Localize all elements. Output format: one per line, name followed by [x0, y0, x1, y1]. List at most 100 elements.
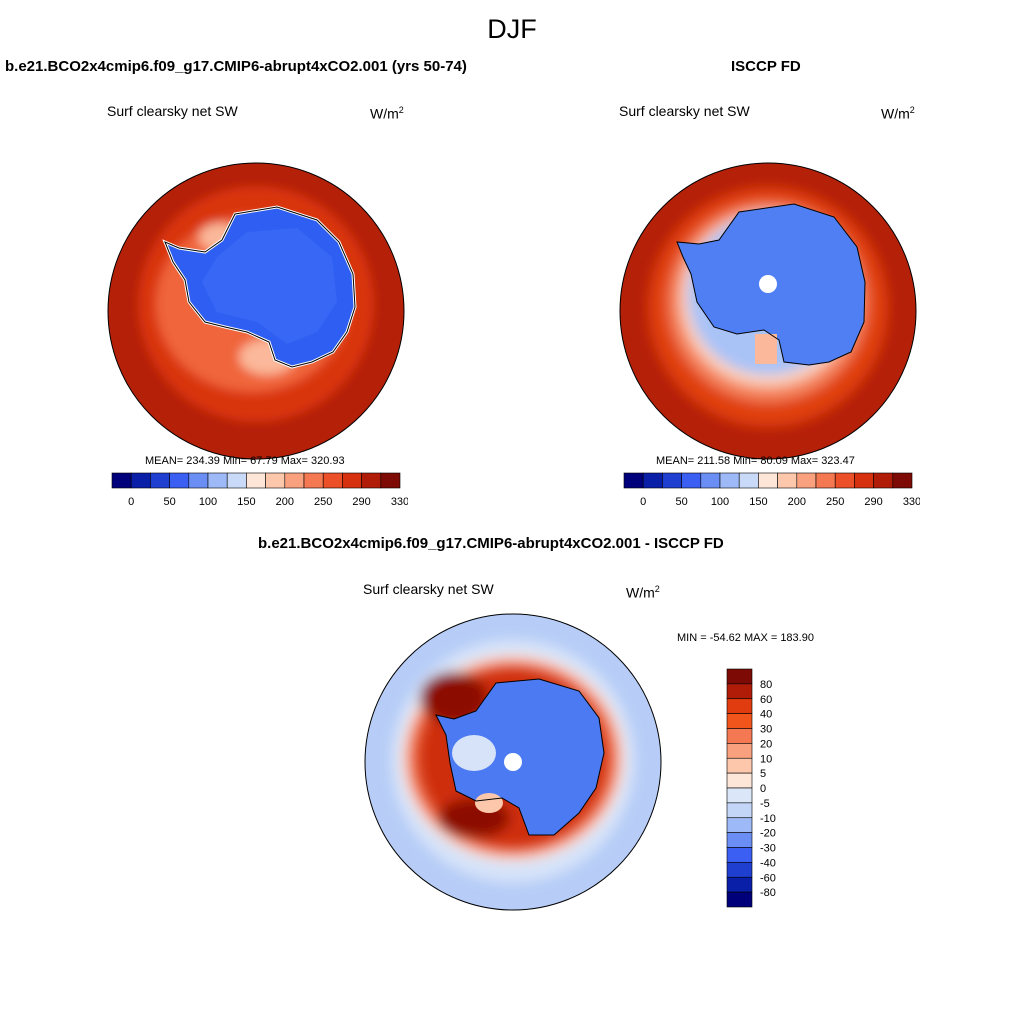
obs-panel-title: ISCCP FD	[731, 58, 801, 75]
colorbar-swatch	[642, 472, 663, 489]
diff-panel-title: b.e21.BCO2x4cmip6.f09_g17.CMIP6-abrupt4x…	[258, 535, 724, 552]
colorbar-swatch	[246, 472, 266, 489]
colorbar-tick-label: 290	[352, 496, 370, 508]
colorbar-swatch	[726, 817, 753, 833]
diff-subtitle: Surf clearsky net SW	[363, 581, 494, 597]
colorbar-swatch	[726, 862, 753, 878]
colorbar-swatch	[681, 472, 702, 489]
colorbar-swatch	[284, 472, 305, 489]
colorbar-swatch	[623, 472, 644, 489]
colorbar-swatch	[854, 472, 874, 489]
colorbar-tick-label: -5	[760, 798, 770, 810]
obs-units: W/m2	[881, 105, 915, 122]
colorbar-swatch	[758, 472, 778, 489]
colorbar-swatch	[303, 472, 324, 489]
colorbar-tick-label: 50	[163, 496, 175, 508]
diff-units: W/m2	[626, 584, 660, 601]
ross-warm-patch	[475, 793, 503, 813]
colorbar-tick-label: 100	[199, 496, 217, 508]
map-border	[107, 162, 405, 460]
coastline	[435, 678, 605, 836]
obs-subtitle: Surf clearsky net SW	[619, 103, 750, 119]
colorbar-swatch	[719, 472, 740, 489]
colorbar-swatch	[726, 891, 753, 908]
colorbar-swatch	[169, 472, 190, 489]
colorbar-tick-label: 250	[826, 496, 844, 508]
colorbar-tick-label: 5	[760, 768, 766, 780]
colorbar-tick-label: -10	[760, 813, 776, 825]
colorbar-swatch	[361, 472, 382, 489]
colorbar-tick-label: -40	[760, 857, 776, 869]
colorbar-swatch	[726, 757, 753, 774]
colorbar-tick-label: 10	[760, 753, 772, 765]
colorbar-tick-label: 150	[749, 496, 767, 508]
colorbar-swatch	[726, 832, 753, 848]
colorbar-tick-label: 150	[237, 496, 255, 508]
obs-stats: MEAN= 211.58 Min= 80.09 Max= 323.47	[656, 455, 855, 467]
colorbar-swatch	[226, 472, 247, 489]
interior-field	[202, 228, 337, 344]
colorbar-swatch	[738, 472, 759, 489]
model-stats: MEAN= 234.39 Min= 67.79 Max= 320.93	[145, 455, 345, 467]
colorbar-swatch	[726, 787, 753, 804]
obs-colorbar: 0 50 100 150 200 250 290 330	[623, 472, 920, 508]
colorbar-swatch	[322, 472, 343, 489]
colorbar-swatch	[726, 668, 753, 685]
colorbar-swatch	[111, 472, 132, 489]
colorbar-swatch	[130, 472, 151, 489]
colorbar-swatch	[726, 772, 753, 789]
colorbar-swatch	[726, 698, 753, 714]
colorbar-swatch	[777, 472, 798, 489]
model-units: W/m2	[370, 105, 404, 122]
colorbar-tick-label: 250	[314, 496, 332, 508]
colorbar-tick-label: 20	[760, 738, 772, 750]
colorbar-tick-label: 0	[760, 783, 766, 795]
coastline	[164, 206, 356, 368]
colorbar-tick-label: 40	[760, 709, 772, 721]
season-title: DJF	[487, 14, 537, 44]
colorbar-tick-label: 80	[760, 679, 772, 691]
colorbar-tick-label: 0	[640, 496, 646, 508]
colorbar-swatch	[700, 472, 721, 489]
peninsula-neutral-patch	[452, 735, 496, 771]
colorbar-tick-label: 0	[128, 496, 134, 508]
model-subtitle: Surf clearsky net SW	[107, 103, 238, 119]
diff-stats: MIN = -54.62 MAX = 183.90	[677, 632, 814, 644]
model-panel-title: b.e21.BCO2x4cmip6.f09_g17.CMIP6-abrupt4x…	[5, 58, 467, 75]
colorbar-tick-label: 30	[760, 724, 772, 736]
colorbar-tick-label: 290	[864, 496, 882, 508]
colorbar-swatch	[815, 472, 836, 489]
colorbar-swatch	[726, 728, 753, 744]
colorbar-swatch	[380, 472, 401, 489]
map-border	[619, 162, 917, 460]
colorbar-tick-label: 100	[711, 496, 729, 508]
weddell-max-patch	[420, 672, 488, 724]
colorbar-swatch	[207, 472, 228, 489]
colorbar-tick-label: -60	[760, 872, 776, 884]
colorbar-swatch	[834, 472, 855, 489]
colorbar-tick-label: -80	[760, 887, 776, 899]
pole-hole	[759, 275, 777, 293]
colorbar-tick-label: -30	[760, 843, 776, 855]
coastline	[676, 203, 866, 366]
colorbar-swatch	[873, 472, 894, 489]
colorbar-swatch	[662, 472, 682, 489]
colorbar-swatch	[892, 472, 913, 489]
colorbar-swatch	[726, 713, 753, 729]
colorbar-tick-label: 330	[391, 496, 408, 508]
colorbar-swatch	[726, 876, 753, 893]
colorbar-tick-label: 330	[903, 496, 920, 508]
obs-polar-map	[619, 162, 917, 460]
model-polar-map	[107, 162, 405, 460]
colorbar-tick-label: -20	[760, 828, 776, 840]
model-colorbar: 0 50 100 150 200 250 290 330	[111, 472, 408, 508]
colorbar-swatch	[265, 472, 286, 489]
diff-colorbar: 80 60 40 30 20 10 5 0 -5 -10 -20 -30 -40 -60 -80	[726, 668, 776, 908]
colorbar-tick-label: 60	[760, 694, 772, 706]
colorbar-swatch	[726, 683, 753, 700]
colorbar-tick-label: 200	[788, 496, 806, 508]
map-border	[364, 613, 662, 911]
colorbar-swatch	[726, 802, 753, 819]
colorbar-swatch	[342, 472, 362, 489]
colorbar-swatch	[726, 847, 753, 863]
